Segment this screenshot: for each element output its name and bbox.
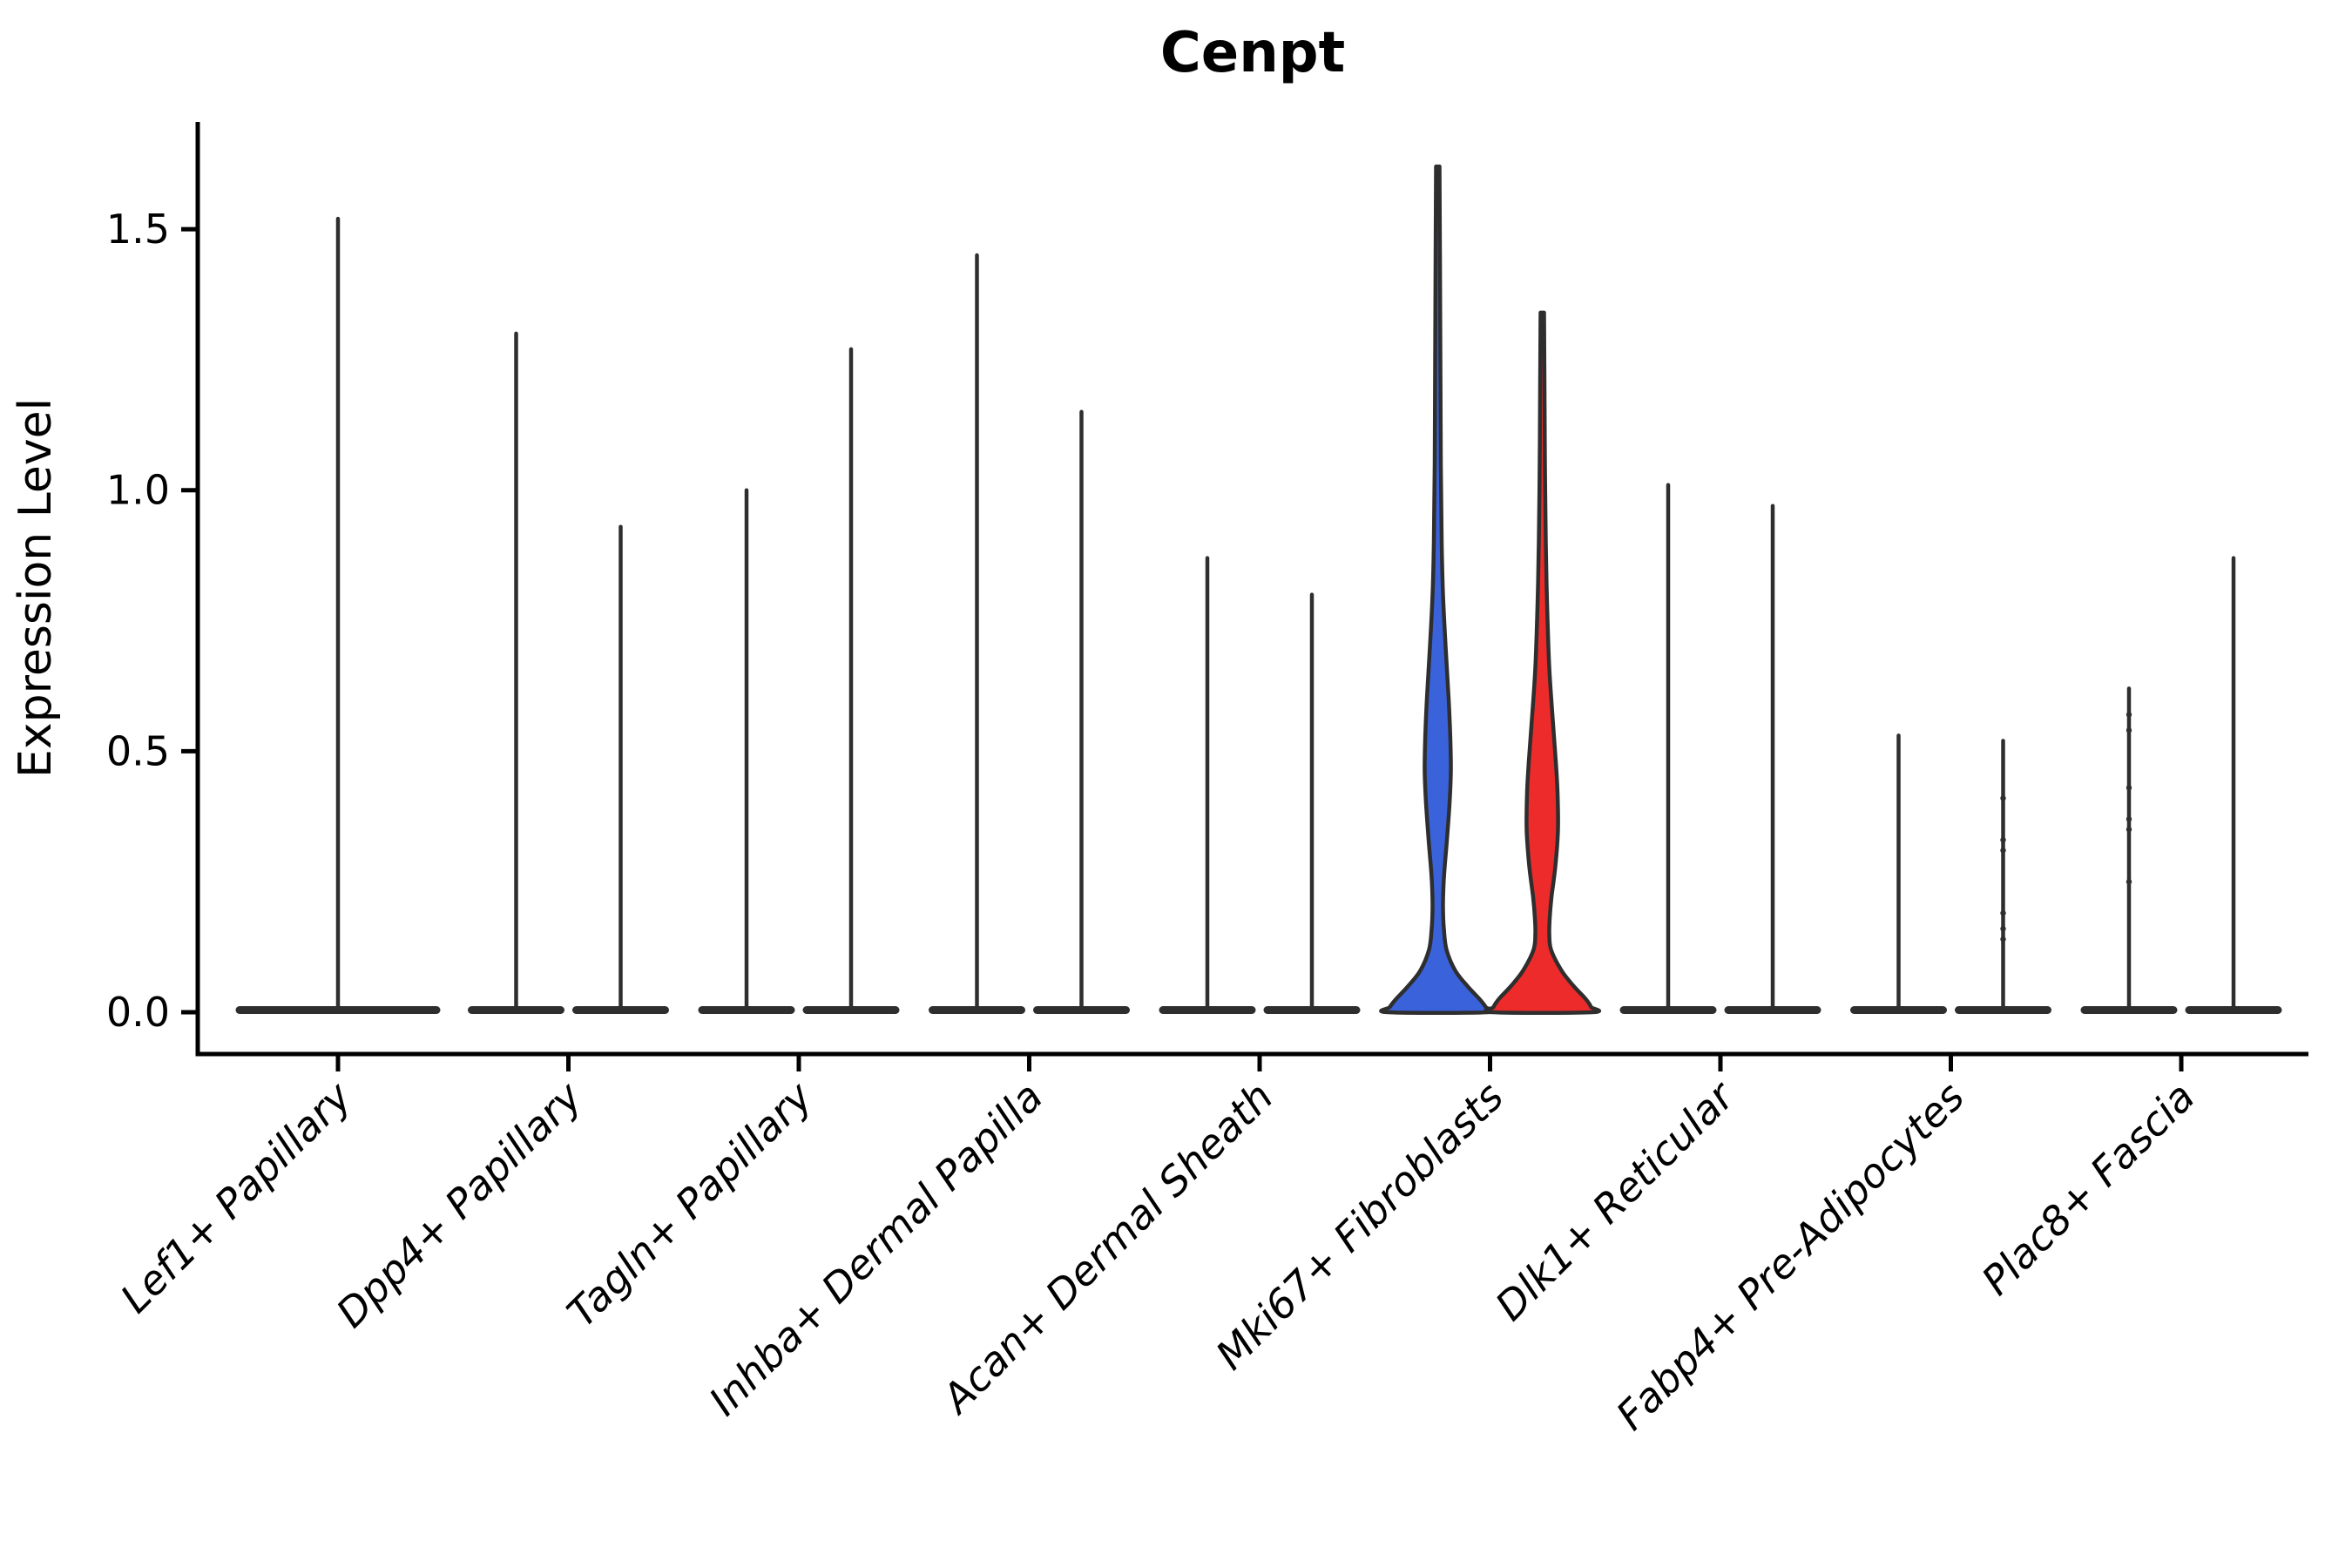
- x-tick-label: Dlk1+ Reticular: [1486, 1071, 1745, 1329]
- cell-point: [2000, 909, 2006, 916]
- y-tick-label: 0.0: [106, 989, 170, 1036]
- chart-title: Cenpt: [1160, 21, 1345, 85]
- cell-point: [2000, 848, 2006, 854]
- violin-plac8-left: [2080, 686, 2178, 1014]
- y-tick-label: 0.5: [106, 727, 170, 774]
- violin-inhba-right: [1033, 409, 1130, 1014]
- violin-fabp4-left: [1850, 733, 1947, 1014]
- violin-acan-right: [1263, 592, 1361, 1014]
- violin-dlk1-right: [1724, 504, 1821, 1014]
- violin-dlk1-left: [1619, 483, 1717, 1014]
- cell-point: [2000, 837, 2006, 843]
- x-tick-label: Lef1+ Papillary: [112, 1072, 361, 1321]
- cell-point: [2000, 795, 2006, 801]
- violin-inhba-left: [929, 253, 1025, 1014]
- y-axis-label: Expression Level: [10, 398, 62, 778]
- violin-dpp4-right: [572, 524, 669, 1014]
- violin-body: [1483, 310, 1602, 1015]
- violin-tagln-left: [698, 488, 795, 1014]
- x-tick-label-group: Lef1+ Papillary: [112, 1072, 361, 1321]
- y-tick-label: 1.0: [106, 467, 170, 514]
- violin-mki67-left: [1379, 164, 1497, 1015]
- cell-point: [2126, 785, 2132, 791]
- cell-point: [2126, 879, 2132, 885]
- violin-fabp4-right: [1955, 739, 2051, 1014]
- x-tick-label: Plac8+ Fascia: [1972, 1073, 2203, 1304]
- cell-point: [2126, 816, 2132, 822]
- x-tick-label-group: Dpp4+ Papillary: [328, 1072, 591, 1336]
- cell-point: [2126, 727, 2132, 733]
- x-tick-label-group: Tagln+ Papillary: [558, 1072, 821, 1336]
- violin-acan-left: [1159, 556, 1256, 1014]
- axis-spines: [195, 122, 2308, 1057]
- violin-mki67-right: [1483, 310, 1602, 1015]
- violin-body: [1379, 164, 1497, 1015]
- cell-point: [2126, 827, 2132, 833]
- cell-point: [2000, 936, 2006, 943]
- axes-layer: [181, 122, 2308, 1071]
- y-tick-label: 1.5: [106, 206, 170, 253]
- x-tick-label-group: Plac8+ Fascia: [1972, 1073, 2203, 1304]
- violin-plac8-right: [2185, 556, 2282, 1014]
- x-tick-label: Tagln+ Papillary: [558, 1072, 821, 1336]
- violin-tagln-right: [802, 347, 900, 1014]
- x-tick-label: Dpp4+ Papillary: [328, 1072, 591, 1336]
- violins-layer: [235, 164, 2282, 1015]
- violin-dpp4-left: [468, 331, 564, 1014]
- violin-lef1-center: [235, 216, 441, 1014]
- x-tick-label-group: Dlk1+ Reticular: [1486, 1071, 1745, 1329]
- cell-point: [2000, 925, 2006, 932]
- cell-point: [2126, 712, 2132, 718]
